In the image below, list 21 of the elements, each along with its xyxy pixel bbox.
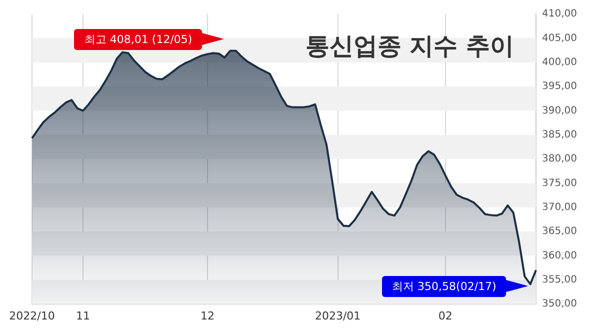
x-tick-label: 2023/01 [314, 309, 361, 322]
y-tick-label: 405,00 [542, 32, 577, 44]
y-tick-label: 375,00 [542, 178, 577, 189]
annotation: 최저 350,58(02/17) [382, 276, 506, 297]
y-tick-label: 360,00 [542, 250, 577, 262]
y-tick-label: 410,00 [542, 8, 577, 20]
annotation: 최고 408,01 (12/05) [74, 28, 202, 50]
text: 통신업종 지수 추이 [305, 32, 514, 60]
x-tick-label: 2022/10 [9, 309, 55, 322]
x-tick-label: 02 [438, 309, 452, 322]
y-tick-label: 355,00 [542, 274, 577, 286]
y-tick-label: 385,00 [542, 129, 577, 140]
y-tick-label: 400,00 [542, 56, 577, 68]
y-tick-label: 390,00 [542, 105, 577, 116]
y-tick-label: 395,00 [542, 81, 577, 92]
y-tick-label: 350,00 [542, 298, 577, 310]
y-tick-label: 380,00 [542, 154, 577, 165]
y-tick-label: 365,00 [542, 226, 577, 238]
y-tick-label: 370,00 [542, 202, 577, 213]
x-tick-label: 12 [200, 309, 215, 322]
x-tick-label: 11 [76, 309, 90, 322]
